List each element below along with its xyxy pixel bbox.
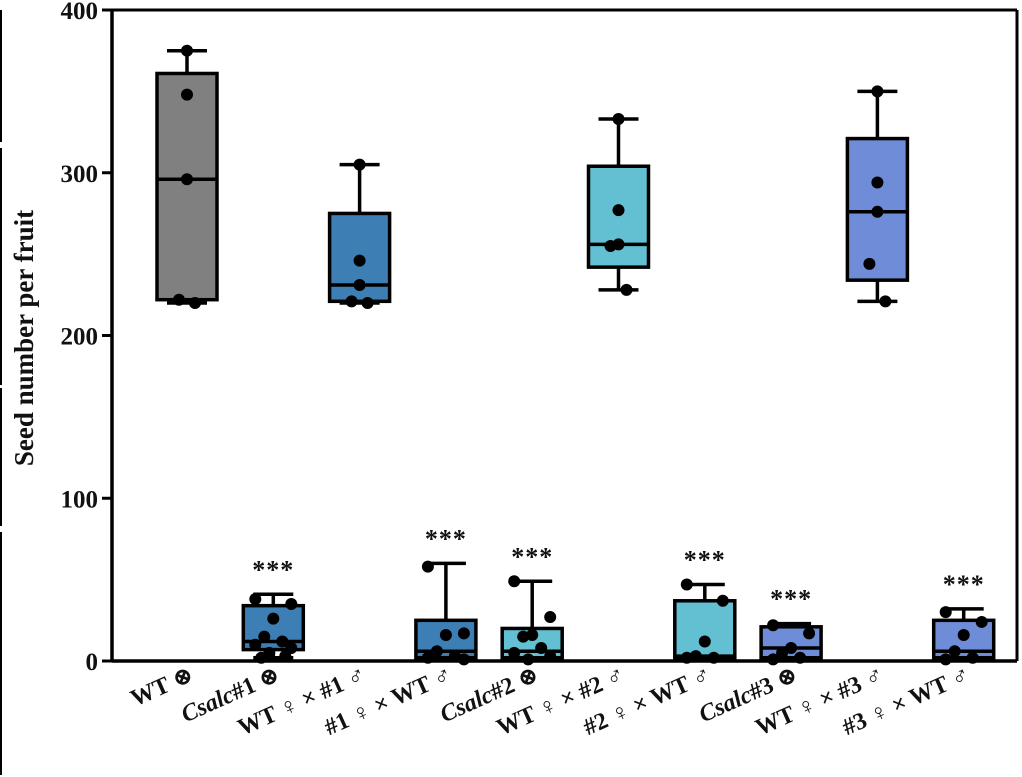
axes: 0 100 200 300 400	[61, 0, 1019, 676]
data-point	[948, 645, 961, 658]
significance-label: ***	[252, 555, 294, 584]
data-point	[181, 173, 193, 186]
data-point	[448, 650, 461, 663]
y-tick-label: 100	[61, 486, 99, 513]
data-point	[680, 578, 693, 591]
data-point	[267, 612, 280, 625]
data-point	[279, 650, 292, 663]
data-point	[707, 651, 720, 664]
data-point	[604, 239, 617, 252]
data-point	[716, 594, 729, 607]
data-point	[879, 295, 892, 308]
data-point	[776, 646, 789, 659]
data-point	[258, 630, 271, 643]
significance-label: ***	[770, 585, 812, 614]
data-point	[939, 606, 952, 619]
box-group	[327, 158, 392, 309]
significance-label: ***	[943, 570, 985, 599]
data-point	[345, 295, 358, 308]
box-group	[586, 113, 651, 296]
data-point	[361, 296, 374, 309]
data-point	[544, 611, 557, 624]
box-iqr	[586, 164, 651, 269]
significance-label: ***	[425, 524, 467, 553]
boxes: *** *** *** *** *** ***	[155, 44, 996, 666]
data-point	[689, 650, 702, 663]
data-point	[276, 635, 289, 648]
data-point	[181, 88, 193, 101]
data-point	[620, 283, 633, 296]
data-point	[508, 646, 521, 659]
significance-label: ***	[511, 542, 553, 571]
data-point	[353, 279, 366, 292]
data-point	[517, 630, 530, 643]
data-point	[353, 158, 366, 171]
data-point	[249, 593, 262, 606]
data-point	[871, 176, 884, 189]
data-point	[439, 628, 452, 641]
data-point	[430, 645, 443, 658]
box-group: ***	[500, 542, 564, 666]
data-point	[680, 651, 693, 664]
data-point	[612, 113, 625, 126]
data-point	[535, 641, 548, 654]
data-point	[457, 653, 470, 666]
y-tick-label: 200	[61, 324, 99, 351]
data-point	[871, 85, 884, 98]
data-point	[975, 615, 988, 628]
significance-label: ***	[684, 546, 726, 575]
data-point	[173, 293, 185, 306]
data-point	[457, 627, 470, 640]
data-point	[255, 651, 268, 664]
data-point	[249, 638, 262, 651]
data-point	[767, 619, 780, 632]
data-point	[939, 653, 952, 666]
data-point	[421, 560, 434, 573]
y-tick-label: 300	[61, 161, 99, 188]
box-group: ***	[673, 546, 737, 664]
data-point	[181, 44, 193, 57]
data-point	[353, 254, 366, 267]
y-tick-label: 400	[61, 0, 99, 25]
data-point	[508, 575, 521, 588]
data-point	[871, 205, 884, 218]
data-point	[421, 651, 434, 664]
box-group	[845, 85, 910, 308]
box-group: ***	[759, 585, 823, 666]
box-group	[155, 44, 219, 309]
data-point	[767, 653, 780, 666]
box-iqr	[155, 71, 219, 302]
data-point	[966, 651, 979, 664]
box-group: ***	[931, 570, 996, 666]
data-point	[522, 653, 535, 666]
y-axis-label: Seed number per fruit	[9, 210, 39, 466]
y-tick-label: 0	[86, 649, 99, 676]
box-group: ***	[241, 555, 306, 664]
data-point	[957, 628, 970, 641]
box-iqr	[673, 599, 737, 660]
data-point	[189, 296, 201, 309]
box-group: ***	[414, 524, 478, 666]
data-point	[794, 651, 807, 664]
box-iqr	[845, 136, 910, 282]
data-point	[285, 598, 298, 611]
data-point	[612, 204, 625, 217]
data-point	[544, 650, 557, 663]
data-point	[785, 641, 798, 654]
data-point	[863, 257, 876, 270]
data-point	[803, 627, 816, 640]
data-point	[698, 635, 711, 648]
data-point	[526, 628, 539, 641]
